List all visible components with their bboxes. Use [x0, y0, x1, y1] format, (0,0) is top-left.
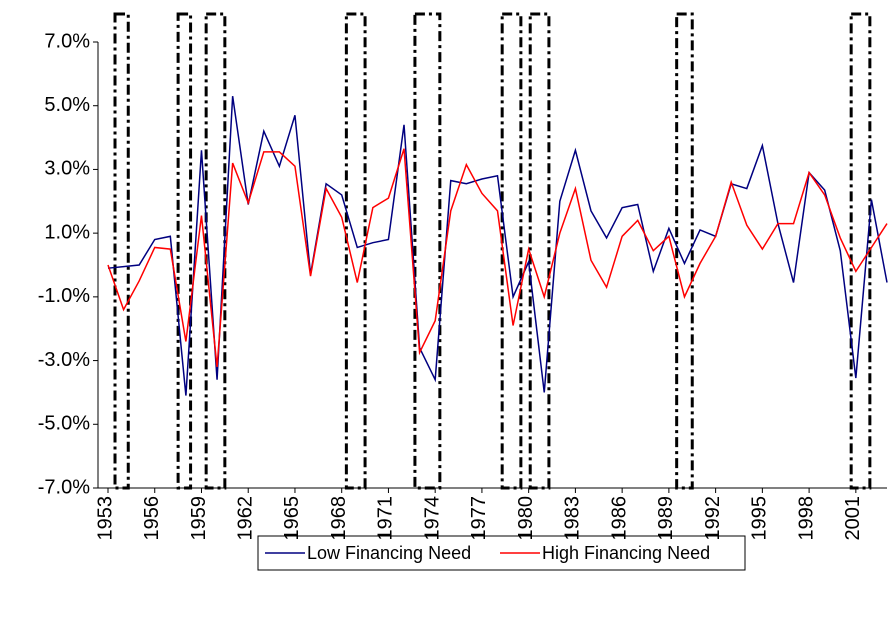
x-tick-label: 1986: [608, 496, 630, 541]
x-tick-label: 1977: [468, 496, 490, 541]
y-tick-label: 1.0%: [44, 221, 90, 243]
recession-box: [413, 12, 442, 490]
y-tick-label: -7.0%: [38, 476, 90, 498]
y-tick-label: -5.0%: [38, 413, 90, 435]
recession-box: [344, 12, 367, 490]
y-tick-label: -1.0%: [38, 285, 90, 307]
legend-label: Low Financing Need: [307, 543, 471, 563]
series-line: [107, 96, 888, 396]
y-tick-label: 7.0%: [44, 30, 90, 52]
x-tick-label: 1992: [702, 496, 724, 541]
x-tick-label: 1959: [188, 496, 210, 541]
series-line: [107, 148, 888, 368]
recession-box: [176, 12, 193, 490]
y-tick-label: 5.0%: [44, 94, 90, 116]
x-tick-label: 1995: [749, 496, 771, 541]
x-tick-label: 2001: [842, 496, 864, 541]
x-tick-label: 1989: [655, 496, 677, 541]
y-tick-label: 3.0%: [44, 158, 90, 180]
x-tick-label: 1983: [562, 496, 584, 541]
recession-box: [500, 12, 523, 490]
x-tick-label: 1962: [235, 496, 257, 541]
x-tick-label: 1980: [515, 496, 537, 541]
legend-label: High Financing Need: [542, 543, 710, 563]
recession-box: [528, 12, 551, 490]
x-tick-label: 1971: [375, 496, 397, 541]
x-tick-label: 1974: [421, 496, 443, 541]
x-tick-label: 1953: [94, 496, 116, 541]
x-tick-label: 1998: [795, 496, 817, 541]
recession-box: [113, 12, 130, 490]
x-tick-label: 1956: [141, 496, 163, 541]
x-tick-label: 1965: [281, 496, 303, 541]
y-tick-label: -3.0%: [38, 349, 90, 371]
x-tick-label: 1968: [328, 496, 350, 541]
